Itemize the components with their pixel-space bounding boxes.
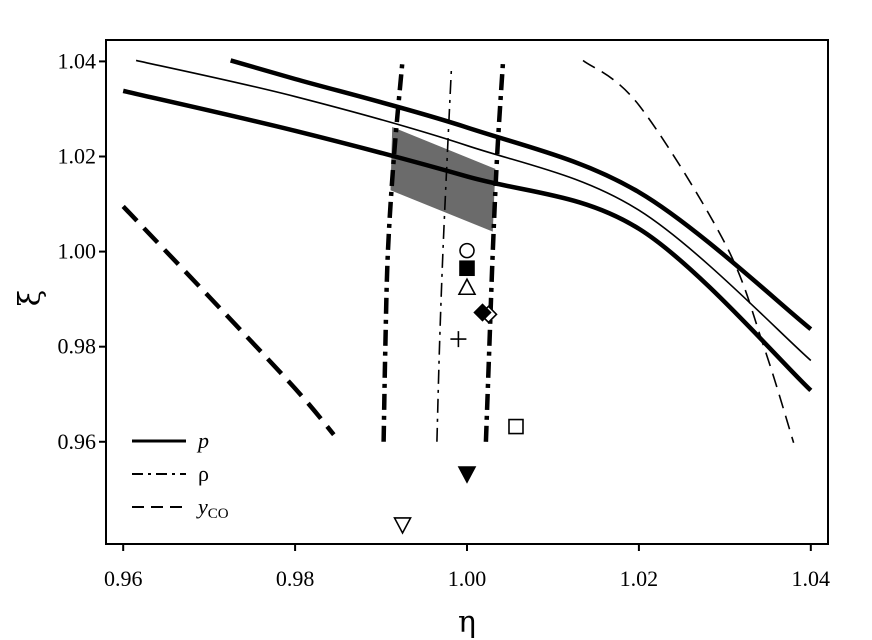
- series-line-8: [582, 59, 795, 443]
- series-line-3: [230, 58, 813, 331]
- shaded-region: [390, 127, 496, 232]
- marker-diamond-filled-5: [473, 303, 492, 322]
- series-lines: [121, 58, 813, 443]
- x-tick-label: 0.98: [276, 566, 315, 591]
- y-tick-label: 1.02: [58, 143, 97, 168]
- marker-triangle-down-open-9: [393, 517, 412, 535]
- y-axis-label: ξ: [13, 290, 48, 307]
- marker-square-open-7: [508, 418, 524, 435]
- y-tick-label: 0.98: [58, 334, 97, 359]
- series-line-5: [381, 60, 405, 442]
- x-axis-label: η: [458, 605, 476, 640]
- legend: pρ yCO: [132, 428, 229, 522]
- feasible-region: [390, 127, 496, 232]
- x-tick-label: 1.00: [448, 566, 487, 591]
- marker-circle-open-1: [459, 242, 475, 259]
- series-line-4: [121, 204, 336, 437]
- series-line-2: [135, 59, 812, 362]
- marker-triangle-up-open-3: [457, 277, 477, 296]
- y-tick-label: 1.04: [58, 48, 97, 73]
- legend-label: yCO: [196, 494, 229, 522]
- series-line-6: [436, 66, 453, 442]
- marker-square-filled-2: [459, 260, 475, 277]
- x-axis-ticks: 0.96 0.98 1.00 1.02 1.04: [104, 544, 830, 591]
- y-axis-ticks: 0.96 0.98 1.00 1.02 1.04: [58, 48, 106, 454]
- legend-label: p: [196, 428, 209, 453]
- y-tick-label: 1.00: [58, 239, 97, 264]
- series-line-7: [483, 60, 506, 442]
- data-markers: [393, 242, 524, 535]
- x-tick-label: 1.02: [620, 566, 659, 591]
- x-tick-label: 1.04: [792, 566, 831, 591]
- marker-triangle-down-filled-8: [457, 466, 477, 484]
- series-line-1: [122, 88, 813, 393]
- marker-plus-6: [450, 331, 467, 348]
- x-tick-label: 0.96: [104, 566, 143, 591]
- legend-label: ρ: [198, 461, 209, 486]
- y-tick-label: 0.96: [58, 429, 97, 454]
